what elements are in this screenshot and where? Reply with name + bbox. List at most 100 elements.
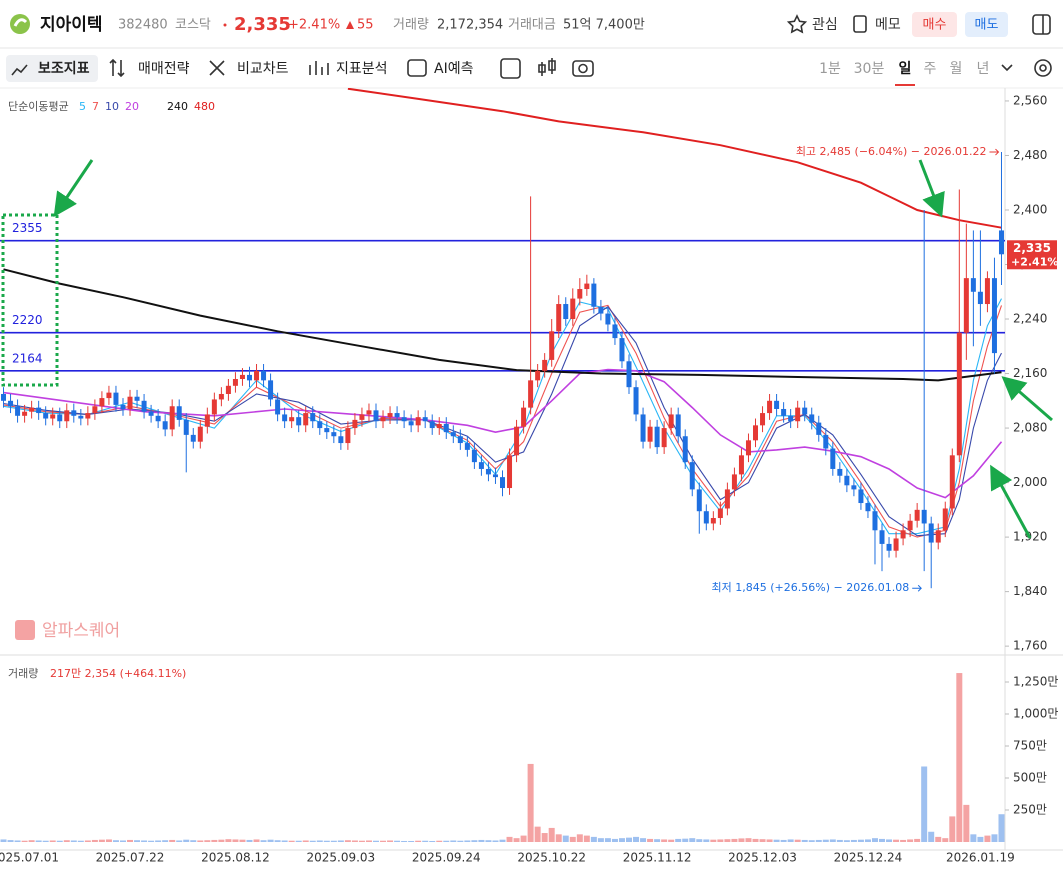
volume-bar: [703, 839, 710, 842]
period-button[interactable]: 1분: [819, 61, 841, 77]
watch-button[interactable]: 관심: [812, 17, 838, 33]
volume-bar: [281, 840, 288, 842]
candle-body: [106, 392, 112, 399]
volume-bar: [710, 839, 717, 842]
candle-body: [753, 425, 759, 441]
last-price: 2,335: [1013, 241, 1051, 255]
candle-body: [57, 414, 63, 422]
period-button[interactable]: 주: [924, 61, 937, 77]
candle-body: [1, 393, 7, 401]
buy-button-bg[interactable]: [912, 12, 957, 37]
sell-button[interactable]: 매도: [975, 18, 999, 33]
moving-average: [3, 268, 1002, 382]
volume-bar: [141, 840, 148, 842]
volume-bar: [394, 840, 401, 842]
candle-body: [134, 396, 140, 401]
candle-body: [647, 426, 653, 442]
volume-bar: [351, 840, 358, 842]
volume-bar: [408, 840, 415, 842]
volume-bar: [485, 840, 492, 842]
volume-bar: [302, 840, 309, 842]
x-tick-label: 2025.07.01: [0, 851, 59, 865]
x-tick-label: 2025.09.24: [412, 851, 481, 865]
candle-body: [338, 436, 344, 444]
tool-icon: [11, 64, 28, 76]
tool-button[interactable]: 매매전략: [138, 61, 190, 77]
tool-button[interactable]: 보조지표: [38, 61, 90, 77]
volume-bar: [239, 839, 246, 842]
memo-button[interactable]: 메모: [875, 17, 901, 33]
period-button[interactable]: 일: [899, 61, 912, 77]
tool-button[interactable]: AI예측: [434, 61, 474, 77]
period-button[interactable]: 년: [977, 61, 990, 77]
candle-body: [99, 398, 105, 407]
volume-bar: [119, 840, 126, 842]
panel-icon[interactable]: [1032, 14, 1051, 35]
drawing-icon[interactable]: [500, 58, 521, 79]
volume-bar: [499, 839, 506, 842]
candle-body: [879, 530, 885, 544]
volume: 2,172,354: [437, 18, 503, 33]
tool-button[interactable]: 지표분석: [336, 61, 388, 77]
volume-bar: [675, 838, 682, 842]
volume-bar: [35, 840, 42, 842]
volume-bar: [752, 838, 759, 842]
volume-bar: [176, 840, 183, 842]
volume-bar: [773, 839, 780, 842]
annotation-box: [1, 213, 59, 387]
candle-body: [324, 428, 330, 433]
star-icon[interactable]: [786, 14, 808, 34]
candle-body: [36, 407, 42, 414]
volume-bar: [541, 833, 548, 842]
candle-body: [450, 432, 456, 437]
volume-bar: [583, 835, 590, 842]
memo-icon[interactable]: [853, 15, 867, 33]
candle-body: [767, 400, 773, 414]
period-button[interactable]: 월: [950, 61, 963, 77]
volume-bar: [464, 840, 471, 842]
sell-button-bg[interactable]: [965, 12, 1008, 37]
camera-icon[interactable]: [572, 60, 594, 77]
volume-bar: [907, 839, 914, 842]
buy-button[interactable]: 매수: [923, 18, 947, 33]
candle-body: [633, 387, 639, 415]
tool-icon: [407, 59, 427, 77]
active-tool-bg: [6, 55, 98, 82]
candle-body: [640, 414, 646, 442]
period-more[interactable]: [1001, 64, 1013, 72]
candle-body: [500, 477, 505, 489]
candle-body: [352, 419, 358, 429]
candle-body: [225, 385, 231, 394]
candle-body: [872, 511, 878, 531]
candle-body: [120, 404, 126, 409]
candle-body: [514, 426, 520, 456]
candle-body: [605, 313, 611, 325]
candle-body: [661, 428, 667, 448]
volume-bar: [562, 835, 569, 842]
level-label: 2220: [12, 313, 43, 327]
y-tick-label: 2,000: [1013, 475, 1047, 489]
candle-body: [760, 413, 766, 426]
volume-bar: [70, 840, 77, 842]
candle-body: [984, 278, 990, 305]
candle-body: [774, 400, 780, 409]
volume-bar: [668, 839, 675, 842]
price: 2,335: [234, 14, 291, 35]
moving-average: [3, 306, 1002, 537]
chart-type-icon[interactable]: [538, 58, 556, 76]
volume-bar: [970, 834, 977, 842]
watermark-icon: [15, 620, 35, 640]
annotation-arrow: [53, 159, 94, 217]
tool-button[interactable]: 비교차트: [237, 61, 289, 77]
candle-body: [268, 380, 274, 400]
legend-entry: 5: [79, 100, 86, 113]
candle-body: [584, 283, 590, 290]
settings-icon[interactable]: [1034, 59, 1052, 77]
y-tick-label: 1,760: [1013, 639, 1047, 653]
candle-body: [900, 530, 906, 539]
candle-body: [394, 413, 400, 418]
volume-bar: [900, 839, 907, 842]
period-button[interactable]: 30분: [854, 61, 885, 77]
volume-bar: [358, 840, 365, 842]
